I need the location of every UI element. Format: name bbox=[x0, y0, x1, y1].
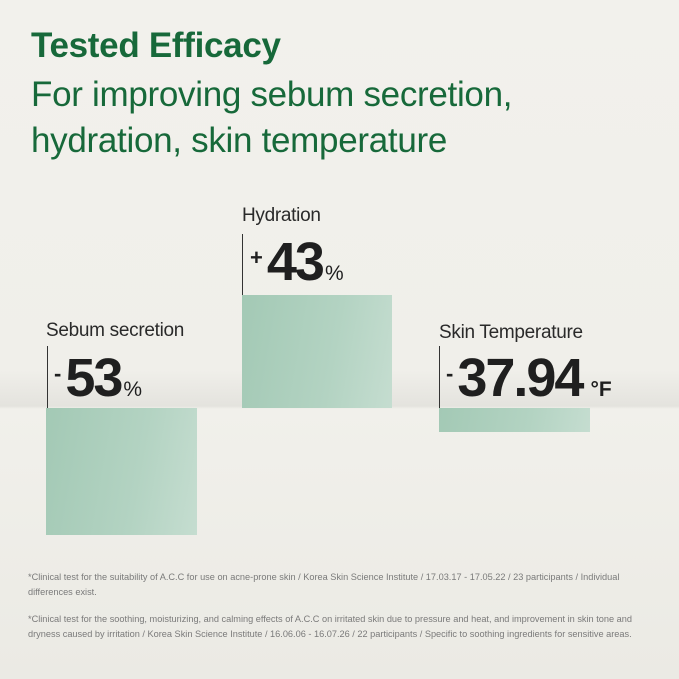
unit: % bbox=[123, 378, 143, 401]
footnote: *Clinical test for the suitability of A.… bbox=[28, 572, 620, 597]
category-label-skin-temperature: Skin Temperature bbox=[439, 322, 583, 343]
bar-skin-temperature bbox=[439, 408, 590, 432]
page-subtitle: For improving sebum secretion, hydration… bbox=[31, 75, 513, 160]
value-label-skin-temperature: -37.94 °F bbox=[446, 347, 612, 409]
sign: - bbox=[446, 361, 454, 386]
value-label-hydration: +43% bbox=[250, 231, 344, 293]
value: 37.94 bbox=[457, 348, 584, 408]
bar-sebum bbox=[46, 408, 197, 536]
footnote: *Clinical test for the soothing, moistur… bbox=[28, 614, 632, 639]
sign: - bbox=[54, 361, 62, 386]
value: 53 bbox=[65, 348, 123, 408]
category-label-hydration: Hydration bbox=[242, 205, 321, 226]
unit: % bbox=[324, 262, 344, 285]
label-divider bbox=[47, 346, 48, 408]
category-label-sebum: Sebum secretion bbox=[46, 320, 185, 341]
bar-hydration bbox=[242, 295, 392, 408]
page-title: Tested Efficacy bbox=[31, 26, 281, 65]
label-divider bbox=[439, 346, 440, 408]
value: 43 bbox=[266, 232, 325, 292]
unit: °F bbox=[590, 378, 612, 401]
label-divider bbox=[242, 234, 243, 295]
sign: + bbox=[250, 245, 263, 270]
value-label-sebum: -53% bbox=[54, 347, 142, 409]
